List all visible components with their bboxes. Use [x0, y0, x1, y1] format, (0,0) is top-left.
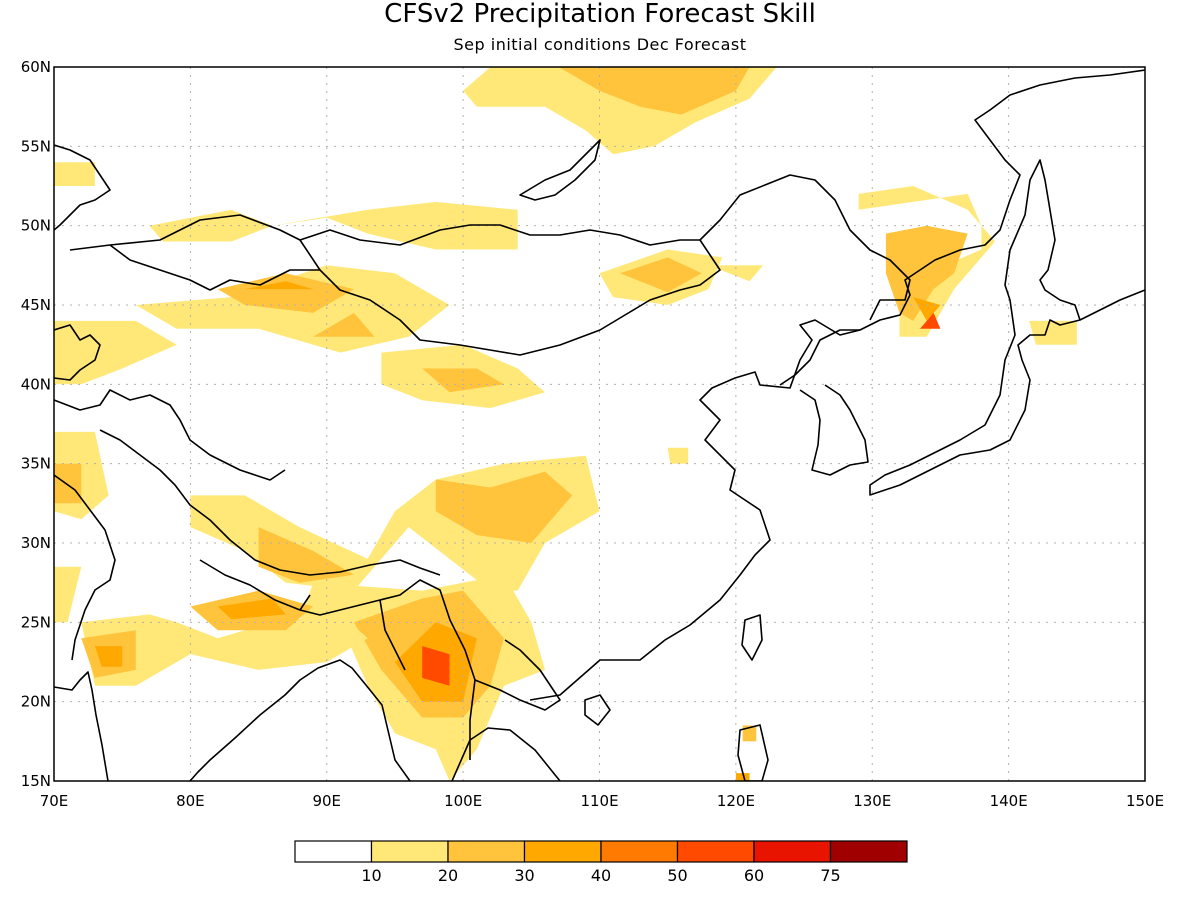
- okhotsk-coastline: [919, 69, 1145, 271]
- skill-region-level-2: [258, 527, 354, 583]
- x-tick-label: 140E: [990, 792, 1028, 810]
- x-tick-label: 150E: [1126, 792, 1164, 810]
- y-tick-label: 25N: [21, 613, 51, 631]
- y-tick-label: 40N: [21, 375, 51, 393]
- skill-region-level-1: [54, 320, 177, 385]
- colorbar-swatch: [753, 840, 832, 863]
- indochina-borders: [474, 639, 561, 711]
- skill-shading-layer: [54, 67, 1077, 781]
- pakistan-india-border: [54, 474, 116, 661]
- map-title: CFSv2 Precipitation Forecast Skill: [384, 0, 816, 29]
- skill-region-level-3: [94, 646, 123, 667]
- graticule-layer: [54, 67, 1145, 781]
- skill-region-level-2: [620, 257, 702, 293]
- x-tick-label: 90E: [312, 792, 341, 810]
- colorbar-swatch: [600, 840, 679, 863]
- x-tick-label: 130E: [853, 792, 891, 810]
- axis-labels: 70E 80E 90E 100E 110E 120E 130E 140E 150E 15N 20N 2…: [21, 58, 1164, 810]
- skill-region-level-3: [244, 281, 314, 290]
- central-asia-borders: [54, 389, 286, 481]
- taiwan-coastline: [741, 614, 763, 661]
- skill-region-level-2: [435, 471, 573, 543]
- skill-region-level-2: [313, 312, 375, 337]
- x-tick-label: 70E: [40, 792, 69, 810]
- colorbar-swatch: [829, 840, 908, 863]
- kazakhstan-border: [109, 244, 320, 291]
- colorbar-label: 10: [361, 866, 381, 885]
- southeast-asia-coastline: [451, 269, 921, 781]
- mongolia-southern-border: [299, 239, 721, 356]
- skill-region-level-1: [1029, 320, 1077, 345]
- colorbar-swatch: [370, 840, 449, 863]
- skill-region-level-1: [708, 265, 764, 282]
- skill-region-level-1: [149, 209, 273, 242]
- china-northern-border: [69, 174, 911, 321]
- colorbar-swatch: [447, 840, 526, 863]
- map-frame: [53, 66, 1146, 782]
- y-tick-label: 30N: [21, 534, 51, 552]
- skill-region-level-1: [272, 201, 518, 250]
- bay-of-bengal-coastline: [189, 659, 411, 781]
- korea-china-border: [779, 329, 860, 386]
- x-tick-label: 80E: [176, 792, 205, 810]
- y-tick-label: 55N: [21, 137, 51, 155]
- nepal-border: [199, 559, 311, 611]
- skill-region-level-1: [54, 162, 95, 186]
- lake-baikal: [519, 139, 601, 201]
- skill-region-level-3: [913, 289, 955, 321]
- skill-region-level-5: [920, 312, 941, 329]
- skill-region-level-1: [81, 614, 368, 686]
- skill-region-level-5: [422, 646, 450, 686]
- x-tick-label: 110E: [580, 792, 618, 810]
- skill-region-level-2: [54, 463, 82, 504]
- india-coastline: [54, 671, 109, 781]
- philippines-coastline: [737, 724, 769, 781]
- y-tick-label: 15N: [21, 772, 51, 790]
- colorbar-legend: 10 20 30 40 50 60 75: [294, 840, 908, 885]
- central-asia-coastline: [54, 144, 111, 381]
- x-tick-label: 120E: [717, 792, 755, 810]
- skill-region-level-2: [742, 725, 757, 742]
- skill-region-level-3: [735, 773, 750, 781]
- colorbar-label: 20: [438, 866, 458, 885]
- colorbar-label: 75: [820, 866, 840, 885]
- japan-coastline: [869, 159, 1081, 496]
- colorbar-label: 30: [514, 866, 534, 885]
- skill-region-level-1: [54, 566, 82, 623]
- colorbar-label: 60: [744, 866, 764, 885]
- colorbar-label: 40: [591, 866, 611, 885]
- y-tick-label: 20N: [21, 693, 51, 711]
- skill-region-level-2: [558, 67, 750, 115]
- kuril-coastline: [1079, 289, 1145, 321]
- colorbar-swatch: [294, 840, 373, 863]
- y-tick-label: 50N: [21, 217, 51, 235]
- colorbar-swatch: [676, 840, 755, 863]
- y-tick-label: 45N: [21, 296, 51, 314]
- skill-region-level-3: [217, 598, 286, 620]
- y-tick-label: 35N: [21, 455, 51, 473]
- skill-region-level-1: [667, 447, 689, 464]
- x-tick-label: 100E: [444, 792, 482, 810]
- korea-coastline: [799, 384, 869, 476]
- y-tick-label: 60N: [21, 58, 51, 76]
- himalaya-border: [99, 429, 441, 576]
- map-subtitle: Sep initial conditions Dec Forecast: [454, 35, 747, 54]
- colorbar-label: 50: [667, 866, 687, 885]
- hainan-coastline: [584, 694, 611, 726]
- colorbar-swatch: [523, 840, 602, 863]
- coastline-border-layer: [54, 69, 1145, 781]
